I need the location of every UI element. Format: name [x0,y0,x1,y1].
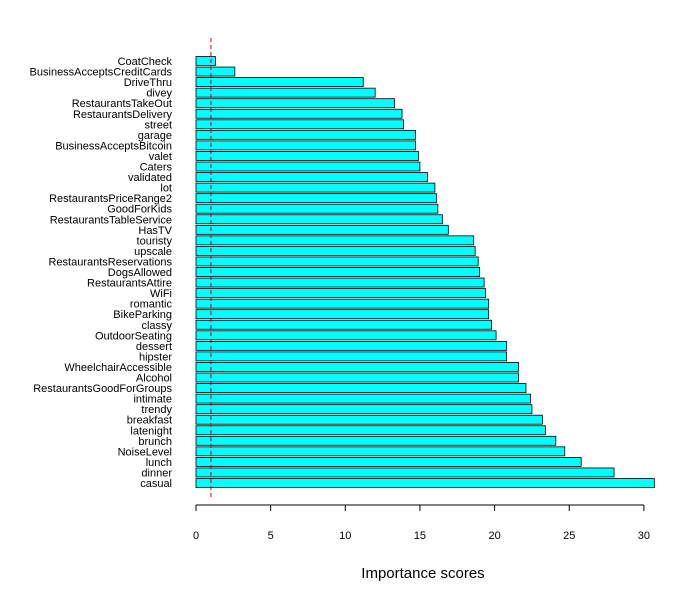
bar-touristy [195,235,475,246]
category-labels-group: CoatCheckBusinessAcceptsCreditCardsDrive… [30,56,173,490]
category-label: OutdoorSeating [95,330,172,342]
x-tick-label: 15 [414,530,426,542]
category-label: romantic [130,299,173,311]
category-label: RestaurantsTableService [50,214,172,226]
x-tick-label: 20 [488,530,500,542]
category-label: DriveThru [124,77,172,89]
bar-romantic [195,298,490,309]
category-label: Caters [140,162,173,174]
bar-garage [195,129,416,140]
x-tick-label: 5 [268,530,274,542]
bar-RestaurantsTakeOut [195,98,395,109]
bar-hipster [195,351,507,362]
category-label: RestaurantsReservations [48,256,172,268]
bar-upscale [195,245,476,256]
bar-lot [195,182,436,193]
category-label: valet [149,151,172,163]
bar-dessert [195,340,507,351]
bar-lunch [195,456,582,467]
category-label: latenight [130,425,172,437]
category-label: DogsAllowed [108,267,172,279]
bar-Caters [195,161,421,172]
x-tick-label: 10 [339,530,351,542]
category-label: garage [138,130,172,142]
bar-street [195,119,404,130]
category-label: touristy [137,235,173,247]
category-label: WheelchairAccessible [64,362,172,374]
bar-RestaurantsReservations [195,256,479,267]
bars-group [195,56,655,488]
bar-WheelchairAccessible [195,362,519,372]
category-label: RestaurantsTakeOut [72,98,172,110]
bar-trendy [195,404,533,415]
bar-classy [195,319,493,330]
bar-validated [195,172,428,182]
bar-DriveThru [195,77,364,87]
bar-RestaurantsTableService [195,214,443,225]
category-label: RestaurantsAttire [87,278,172,290]
category-label: CoatCheck [118,56,173,68]
category-label: RestaurantsGoodForGroups [33,383,172,395]
category-label: Alcohol [136,373,172,385]
bar-CoatCheck [195,56,216,66]
bar-casual [195,478,655,488]
bar-intimate [195,393,531,404]
category-label: dinner [141,467,172,479]
category-label: RestaurantsPriceRange2 [49,193,172,205]
category-label: casual [140,478,172,490]
category-label: RestaurantsDelivery [73,109,173,121]
bar-OutdoorSeating [195,330,497,341]
x-axis: 0 5 10 15 20 25 30 [193,504,650,542]
category-label: upscale [134,246,172,258]
bar-NoiseLevel [195,446,566,457]
x-tick-label: 25 [563,530,575,542]
bar-BusinessAcceptsCreditCards [195,66,236,77]
category-label: lunch [146,457,172,469]
category-label: brunch [138,436,172,448]
category-label: BusinessAcceptsBitcoin [55,140,172,152]
category-label: divey [146,88,172,100]
bar-RestaurantsGoodForGroups [195,383,527,393]
bar-valet [195,151,419,161]
bar-HasTV [195,224,449,235]
category-label: NoiseLevel [118,446,172,458]
category-label: intimate [133,394,172,406]
bar-BusinessAcceptsBitcoin [195,140,416,151]
x-tick-label: 0 [193,530,199,542]
category-label: validated [128,172,172,184]
category-label: classy [141,320,172,332]
bar-BikeParking [195,309,490,320]
bar-DogsAllowed [195,267,481,277]
bar-RestaurantsDelivery [195,108,403,119]
category-label: BikeParking [113,309,172,321]
bar-RestaurantsAttire [195,277,485,288]
category-label: GoodForKids [107,204,172,216]
bar-divey [195,87,376,98]
bar-dinner [195,467,615,478]
bar-WiFi [195,288,487,299]
bar-Alcohol [195,372,519,383]
category-label: HasTV [138,225,172,237]
category-label: BusinessAcceptsCreditCards [30,67,173,79]
category-label: WiFi [150,288,172,300]
x-axis-title: Importance scores [361,565,484,582]
x-tick-label: 30 [638,530,650,542]
bar-latenight [195,425,546,436]
category-label: lot [160,183,172,195]
category-label: dessert [136,341,172,353]
category-label: street [144,119,172,131]
bar-brunch [195,435,557,446]
category-label: trendy [141,404,172,416]
bar-RestaurantsPriceRange2 [195,193,437,204]
category-label: breakfast [127,415,172,427]
bar-breakfast [195,414,543,425]
bar-GoodForKids [195,203,439,214]
category-label: hipster [139,351,172,363]
